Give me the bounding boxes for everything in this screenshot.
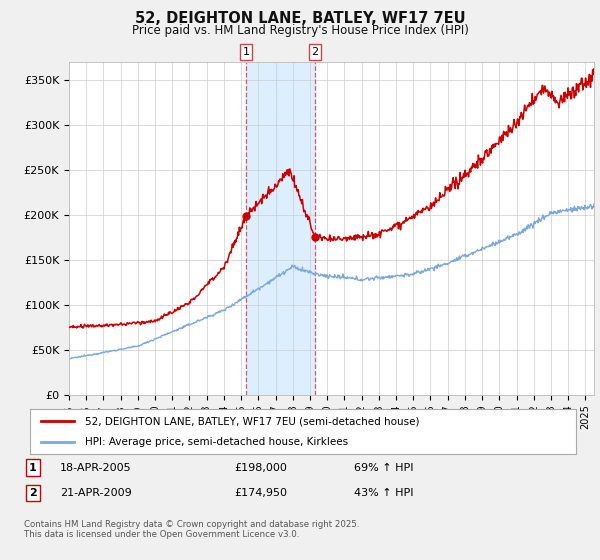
Text: 21-APR-2009: 21-APR-2009 xyxy=(60,488,132,498)
Text: HPI: Average price, semi-detached house, Kirklees: HPI: Average price, semi-detached house,… xyxy=(85,437,348,447)
Text: £198,000: £198,000 xyxy=(234,463,287,473)
Text: 69% ↑ HPI: 69% ↑ HPI xyxy=(354,463,413,473)
Text: 1: 1 xyxy=(29,463,37,473)
Text: Price paid vs. HM Land Registry's House Price Index (HPI): Price paid vs. HM Land Registry's House … xyxy=(131,24,469,36)
Text: 52, DEIGHTON LANE, BATLEY, WF17 7EU (semi-detached house): 52, DEIGHTON LANE, BATLEY, WF17 7EU (sem… xyxy=(85,416,419,426)
Text: 52, DEIGHTON LANE, BATLEY, WF17 7EU: 52, DEIGHTON LANE, BATLEY, WF17 7EU xyxy=(134,11,466,26)
Text: Contains HM Land Registry data © Crown copyright and database right 2025.
This d: Contains HM Land Registry data © Crown c… xyxy=(24,520,359,539)
Text: 18-APR-2005: 18-APR-2005 xyxy=(60,463,131,473)
Bar xyxy=(246,62,315,395)
Text: 2: 2 xyxy=(29,488,37,498)
Text: 2: 2 xyxy=(311,47,319,57)
Text: 43% ↑ HPI: 43% ↑ HPI xyxy=(354,488,413,498)
Text: £174,950: £174,950 xyxy=(234,488,287,498)
Text: 1: 1 xyxy=(242,47,250,57)
